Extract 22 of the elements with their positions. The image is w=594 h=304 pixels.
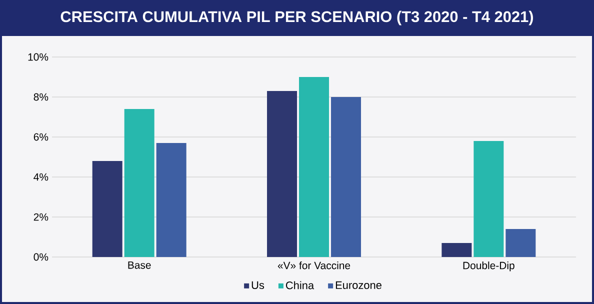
bar bbox=[442, 243, 472, 257]
y-tick-label: 10% bbox=[28, 53, 48, 61]
legend-label: Eurozone bbox=[336, 281, 382, 290]
chart-title: CRESCITA CUMULATIVA PIL PER SCENARIO (T3 2020 - T4 2021) bbox=[60, 10, 534, 26]
bar bbox=[156, 143, 186, 257]
legend-label: Us bbox=[252, 281, 264, 290]
legend-label: China bbox=[286, 281, 314, 290]
y-tick-label: 2% bbox=[34, 213, 48, 221]
bar bbox=[124, 109, 154, 257]
x-tick-label: Base bbox=[128, 262, 151, 269]
y-tick-label: 6% bbox=[34, 133, 48, 141]
y-tick-label: 0% bbox=[34, 253, 48, 261]
x-tick-label: «V» for Vaccine bbox=[278, 262, 350, 270]
y-tick-label: 8% bbox=[34, 93, 48, 101]
bar bbox=[267, 91, 298, 257]
bar bbox=[506, 229, 536, 257]
x-tick-label: Double-Dip bbox=[463, 262, 514, 272]
bar bbox=[92, 161, 122, 257]
bar bbox=[331, 97, 361, 257]
bar bbox=[474, 141, 504, 257]
y-tick-label: 4% bbox=[34, 173, 48, 181]
bar bbox=[299, 77, 330, 257]
